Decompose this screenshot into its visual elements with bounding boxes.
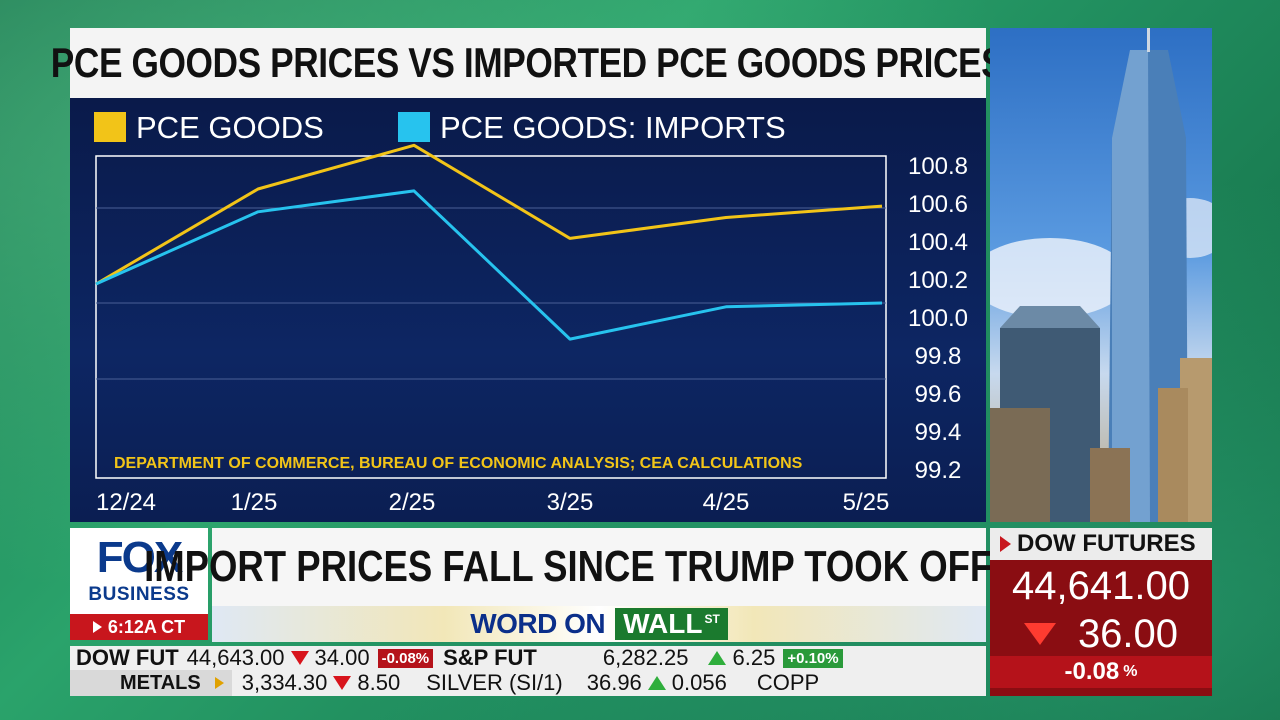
y-tick-label: 99.2 (915, 457, 962, 484)
chart-grid (96, 207, 886, 380)
down-arrow-icon (1023, 623, 1056, 645)
dow-futures-label: DOW FUTURES (1017, 530, 1196, 557)
x-tick-label: 1/25 (231, 489, 278, 516)
graphic-title-bar: PCE GOODS PRICES VS IMPORTED PCE GOODS P… (51, 28, 1005, 98)
legend-label: PCE GOODS (136, 110, 324, 145)
logo-fox-text: FOX (96, 533, 183, 582)
ticker-label: DOW FUT (76, 646, 179, 670)
legend-label: PCE GOODS: IMPORTS (440, 110, 786, 145)
chart-source-note: DEPARTMENT OF COMMERCE, BUREAU OF ECONOM… (114, 455, 803, 472)
ticker-change: 0.056 (671, 670, 727, 695)
x-tick-label: 2/25 (389, 489, 436, 516)
chart-panel: PCE GOODS PCE GOODS: IMPORTS 100.8 100.6 10… (70, 98, 986, 522)
up-arrow-icon (708, 651, 727, 665)
ticker-row-1: DOW FUT 44,643.00 34.00 -0.08% S&P FUT 6… (70, 646, 986, 670)
clock: 6:12A CT (70, 614, 208, 640)
y-tick-label: 100.0 (908, 305, 968, 332)
dow-futures-percent: -0.08 (1064, 658, 1120, 685)
y-tick-label: 100.6 (908, 191, 968, 218)
x-tick-label: 3/25 (547, 489, 594, 516)
chart-series (95, 143, 883, 341)
ticker-label: SILVER (SI/1) (426, 670, 563, 695)
ticker-percent-badge: +0.10% (783, 648, 843, 668)
segment-bar: WORD ON WALL ST (212, 606, 986, 642)
x-tick-label: 12/24 (96, 489, 156, 516)
x-tick-label: 4/25 (703, 489, 750, 516)
ticker-label: S&P FUT (443, 646, 537, 670)
headline-bar: IMPORT PRICES FALL SINCE TRUMP TOOK OFFI… (144, 528, 1054, 606)
chart-legend: PCE GOODS PCE GOODS: IMPORTS (94, 110, 786, 145)
ticker-change: 6.25 (732, 646, 776, 670)
dow-futures-percent-row: -0.08 % (990, 656, 1212, 688)
logo-business-text: BUSINESS (88, 584, 190, 605)
ticker-change: 8.50 (357, 670, 401, 695)
ticker-value: 6,282.25 (602, 646, 689, 670)
y-tick-label: 100.2 (908, 267, 968, 294)
play-arrow-icon (214, 677, 224, 689)
clock-time: 6:12A CT (107, 616, 186, 637)
fox-business-logo: FOX BUSINESS 6:12A CT (70, 528, 208, 640)
line-chart: PCE GOODS PCE GOODS: IMPORTS 100.8100.610… (94, 110, 968, 516)
play-arrow-icon (1000, 536, 1011, 552)
dow-futures-change-row: 36.00 (990, 612, 1212, 656)
ticker-value: 44,643.00 (186, 646, 285, 670)
ticker-row-2: METALS 3,334.30 8.50 SILVER (SI/1) 36.96… (70, 670, 986, 696)
y-tick-label: 99.6 (915, 381, 962, 408)
segment-wall: WALL ST (615, 608, 728, 640)
skyline-photo (990, 28, 1212, 522)
ticker-label: COPP (756, 670, 820, 695)
y-tick-label: 99.4 (915, 419, 962, 446)
dow-futures-value: 44,641.00 (1012, 563, 1190, 608)
segment-st: ST (704, 612, 720, 626)
down-arrow-icon (290, 651, 309, 665)
ticker-value: 36.96 (586, 670, 642, 695)
y-tick-label: 100.8 (908, 153, 968, 180)
percent-sign: % (1123, 663, 1138, 680)
ticker-category-tag: METALS (70, 670, 232, 696)
y-tick-label: 100.4 (908, 229, 968, 256)
dow-futures-header: DOW FUTURES (990, 528, 1212, 560)
ticker-value: 3,334.30 (241, 670, 328, 695)
ticker-category-label: METALS (120, 671, 201, 694)
plot-frame (95, 155, 887, 479)
play-arrow-icon (92, 621, 102, 633)
x-axis-ticks: 12/24 1/25 2/25 3/25 4/25 5/25 (96, 489, 889, 516)
up-arrow-icon (647, 676, 666, 690)
down-arrow-icon (333, 676, 352, 690)
segment-wall-text: WALL (623, 608, 703, 639)
segment-word-on: WORD ON (470, 608, 606, 639)
x-tick-label: 5/25 (843, 489, 890, 516)
legend-swatch (398, 112, 430, 142)
legend-swatch (94, 112, 126, 142)
dow-futures-change: 36.00 (1077, 611, 1179, 656)
y-axis-ticks: 100.8 100.6 100.4 100.2 100.0 99.8 99.6 99.4 99.… (908, 153, 968, 484)
y-tick-label: 99.8 (915, 343, 962, 370)
graphic-title: PCE GOODS PRICES VS IMPORTED PCE GOODS P… (51, 39, 1005, 86)
ticker-percent-badge: -0.08% (377, 648, 434, 668)
headline-text: IMPORT PRICES FALL SINCE TRUMP TOOK OFFI… (144, 542, 1054, 591)
dow-futures-box: DOW FUTURES 44,641.00 36.00 -0.08 % (990, 528, 1212, 696)
series-line-pce-goods (95, 143, 883, 286)
series-line-pce-imports (95, 189, 883, 341)
ticker-change: 34.00 (314, 646, 370, 670)
